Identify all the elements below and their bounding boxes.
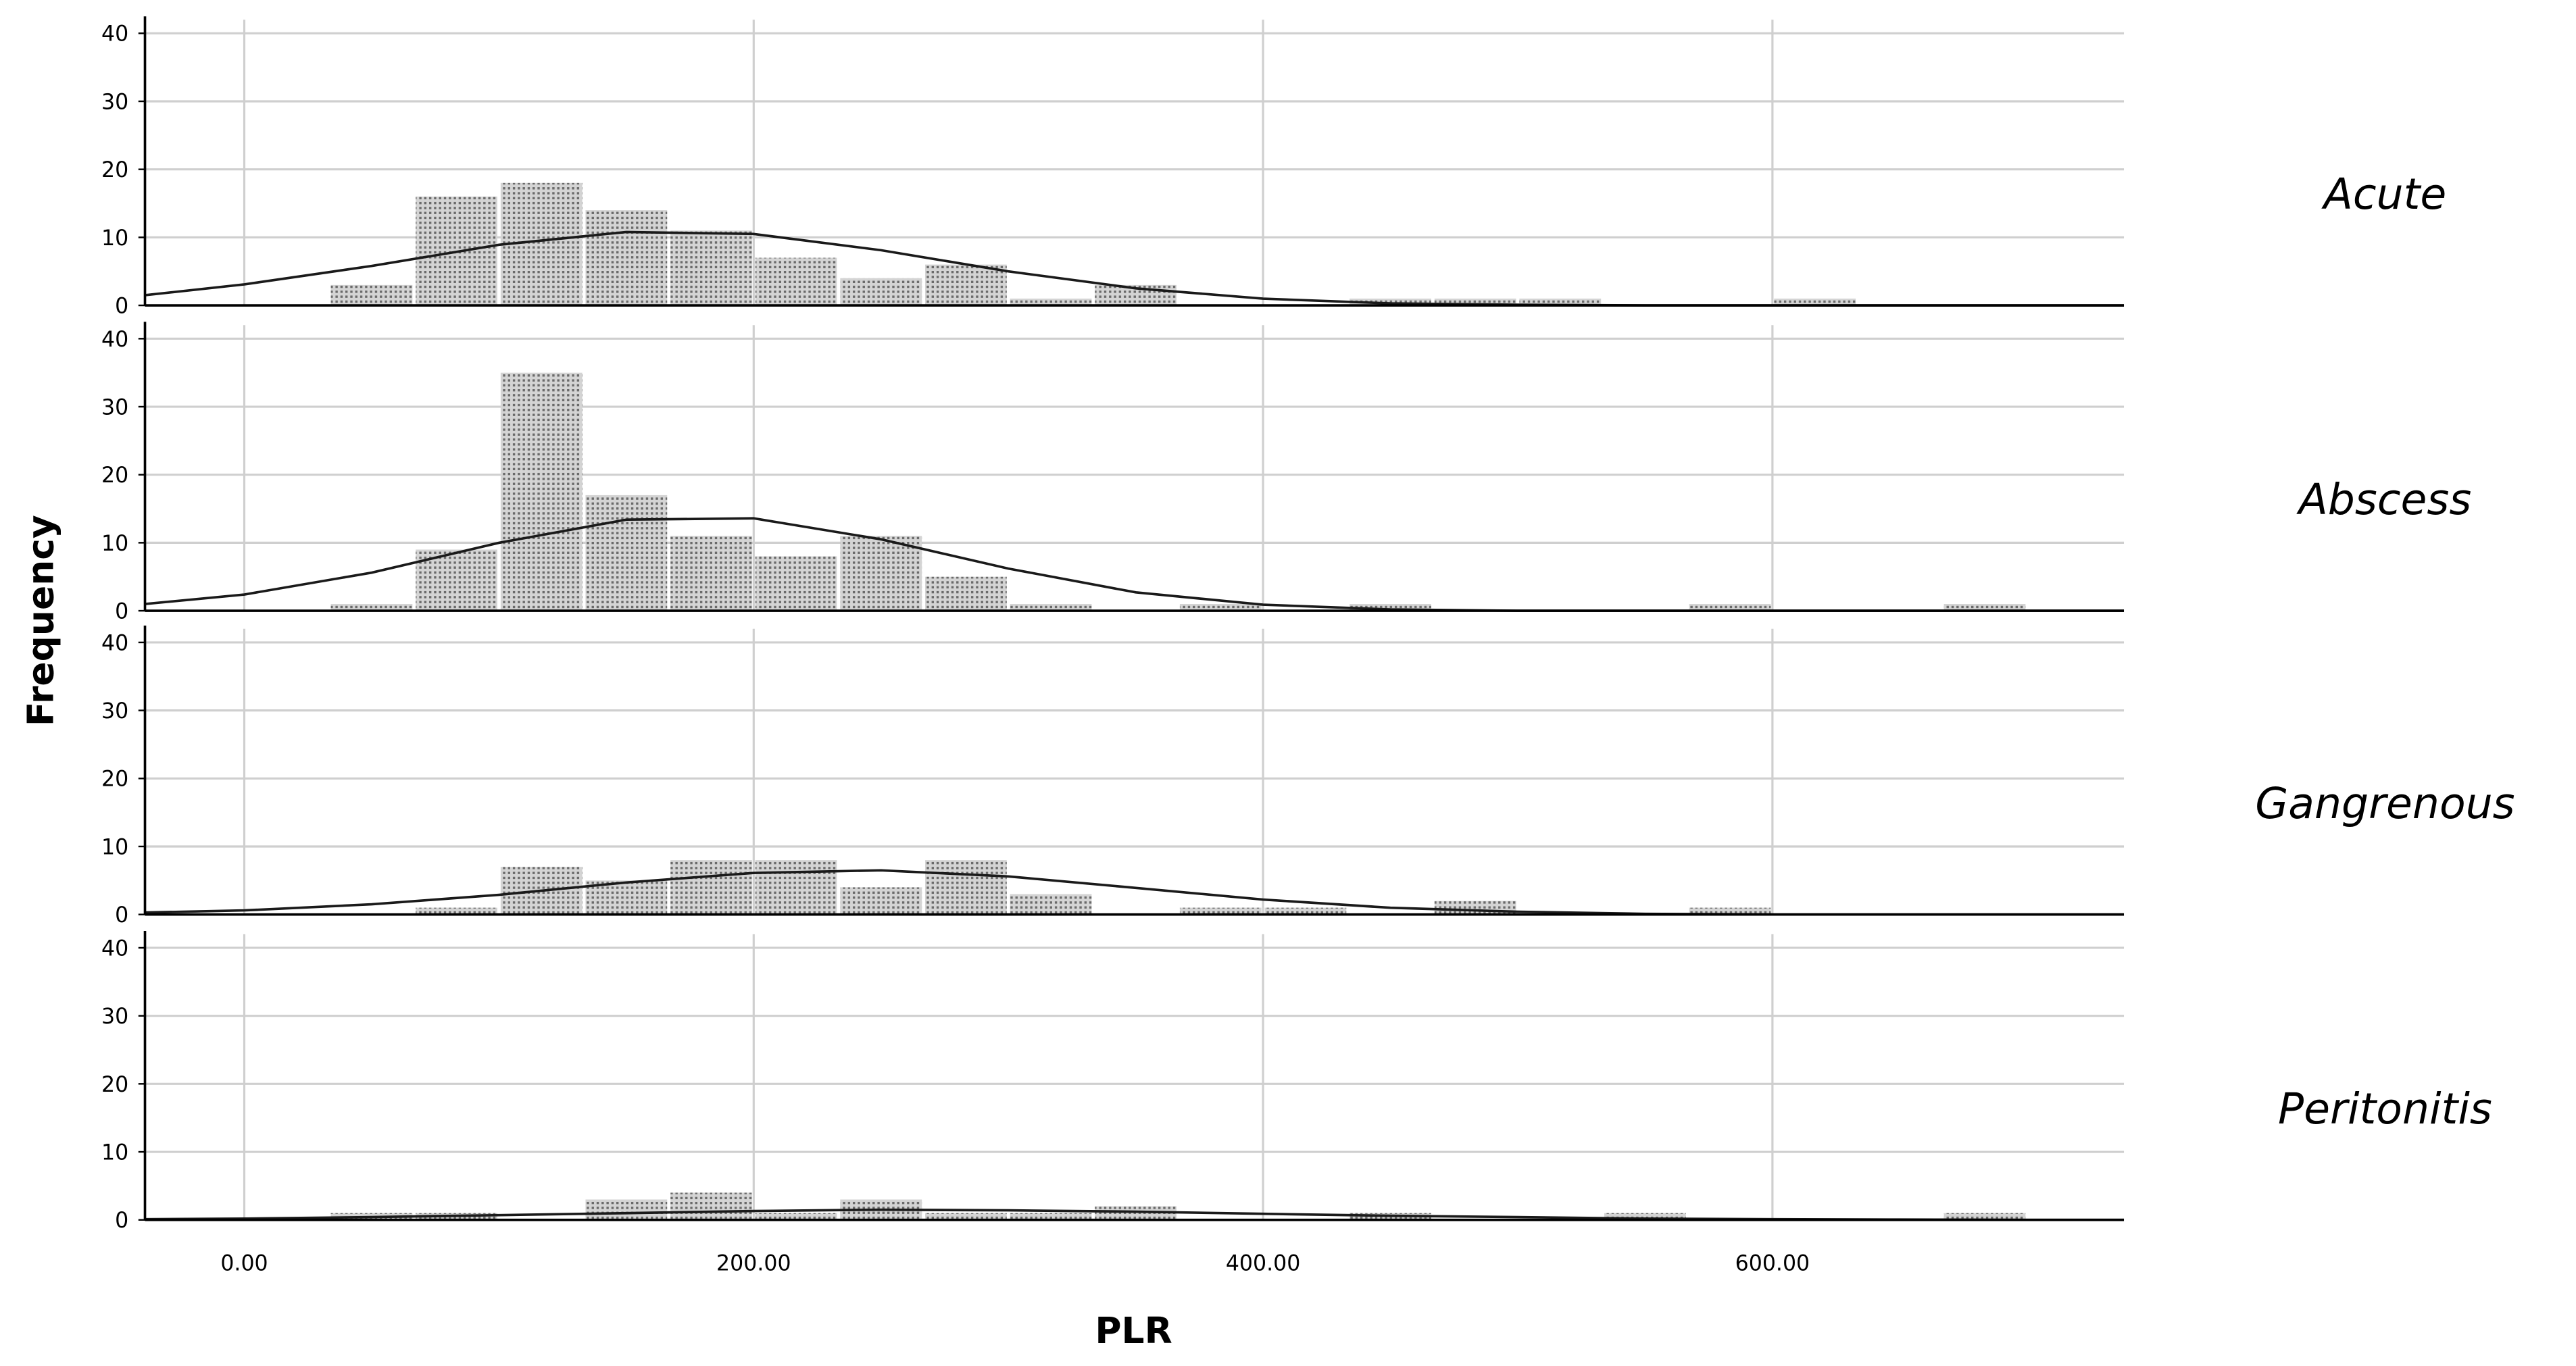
x-tick-label: 200.00 xyxy=(716,1251,791,1275)
histogram-bar xyxy=(925,860,1007,915)
histogram-bar xyxy=(925,576,1007,611)
histogram-bar xyxy=(755,556,837,611)
histogram-bar xyxy=(1774,298,1856,306)
panel-label: Gangrenous xyxy=(2255,778,2515,828)
y-tick-label: 30 xyxy=(101,90,128,114)
histogram-bar xyxy=(670,1192,752,1220)
histogram-bar xyxy=(585,210,668,306)
histogram-bar xyxy=(585,495,668,611)
histogram-bar xyxy=(1519,298,1602,306)
histogram-bar xyxy=(1943,603,2026,611)
y-tick-label: 10 xyxy=(101,226,128,251)
histogram-bar xyxy=(755,257,837,306)
histogram-bar xyxy=(670,860,752,915)
y-axis-title: Frequency xyxy=(19,515,61,726)
histogram-bar xyxy=(840,887,922,915)
histogram-bar xyxy=(755,860,837,915)
histogram-bar xyxy=(925,264,1007,306)
histogram-bar xyxy=(1095,1206,1177,1220)
histogram-bar xyxy=(1010,603,1092,611)
panel-label: Abscess xyxy=(2296,474,2472,524)
histogram-bar xyxy=(925,1213,1007,1220)
y-tick-label: 0 xyxy=(115,294,128,318)
y-tick-label: 40 xyxy=(101,328,128,352)
histogram-bar xyxy=(840,536,922,611)
histogram-bar xyxy=(840,278,922,306)
histogram-bar xyxy=(1689,603,1771,611)
panel-label: Peritonitis xyxy=(2278,1084,2492,1134)
histogram-bar xyxy=(330,284,413,306)
histogram-bar xyxy=(1943,1213,2026,1220)
x-tick-label: 400.00 xyxy=(1226,1251,1300,1275)
histogram-bar xyxy=(1349,603,1431,611)
panel-label: Acute xyxy=(2321,169,2447,219)
histogram-bar xyxy=(1264,907,1347,915)
histogram-bar xyxy=(670,230,752,306)
histogram-bar xyxy=(670,536,752,611)
y-tick-label: 30 xyxy=(101,1005,128,1029)
y-tick-label: 0 xyxy=(115,903,128,928)
histogram-bar xyxy=(1010,1213,1092,1220)
y-tick-label: 40 xyxy=(101,936,128,961)
y-tick-label: 20 xyxy=(101,1073,128,1097)
histogram-bar xyxy=(755,1213,837,1220)
y-tick-label: 20 xyxy=(101,158,128,182)
y-tick-label: 30 xyxy=(101,699,128,724)
y-tick-label: 10 xyxy=(101,835,128,859)
histogram-bar xyxy=(1604,1213,1686,1220)
y-tick-label: 0 xyxy=(115,599,128,624)
y-tick-label: 30 xyxy=(101,395,128,420)
y-tick-label: 0 xyxy=(115,1209,128,1233)
y-tick-label: 10 xyxy=(101,1140,128,1165)
histogram-bar xyxy=(1179,907,1262,915)
histogram-bar xyxy=(1010,298,1092,306)
histogram-bar xyxy=(330,603,413,611)
x-tick-label: 0.00 xyxy=(220,1251,268,1275)
x-axis-title: PLR xyxy=(1095,1309,1172,1352)
histogram-bar xyxy=(1349,298,1431,306)
histogram-bar xyxy=(585,1199,668,1220)
y-tick-label: 20 xyxy=(101,463,128,488)
histogram-bar xyxy=(500,372,583,611)
y-tick-label: 10 xyxy=(101,532,128,556)
y-tick-label: 20 xyxy=(101,767,128,792)
histogram-bar xyxy=(416,907,497,915)
x-tick-label: 600.00 xyxy=(1735,1251,1810,1275)
histogram-bar xyxy=(1010,894,1092,915)
y-tick-label: 40 xyxy=(101,22,128,47)
histogram-bar xyxy=(1689,907,1771,915)
histogram-bar xyxy=(1179,603,1262,611)
y-tick-label: 40 xyxy=(101,631,128,655)
histogram-bar xyxy=(1434,298,1516,306)
